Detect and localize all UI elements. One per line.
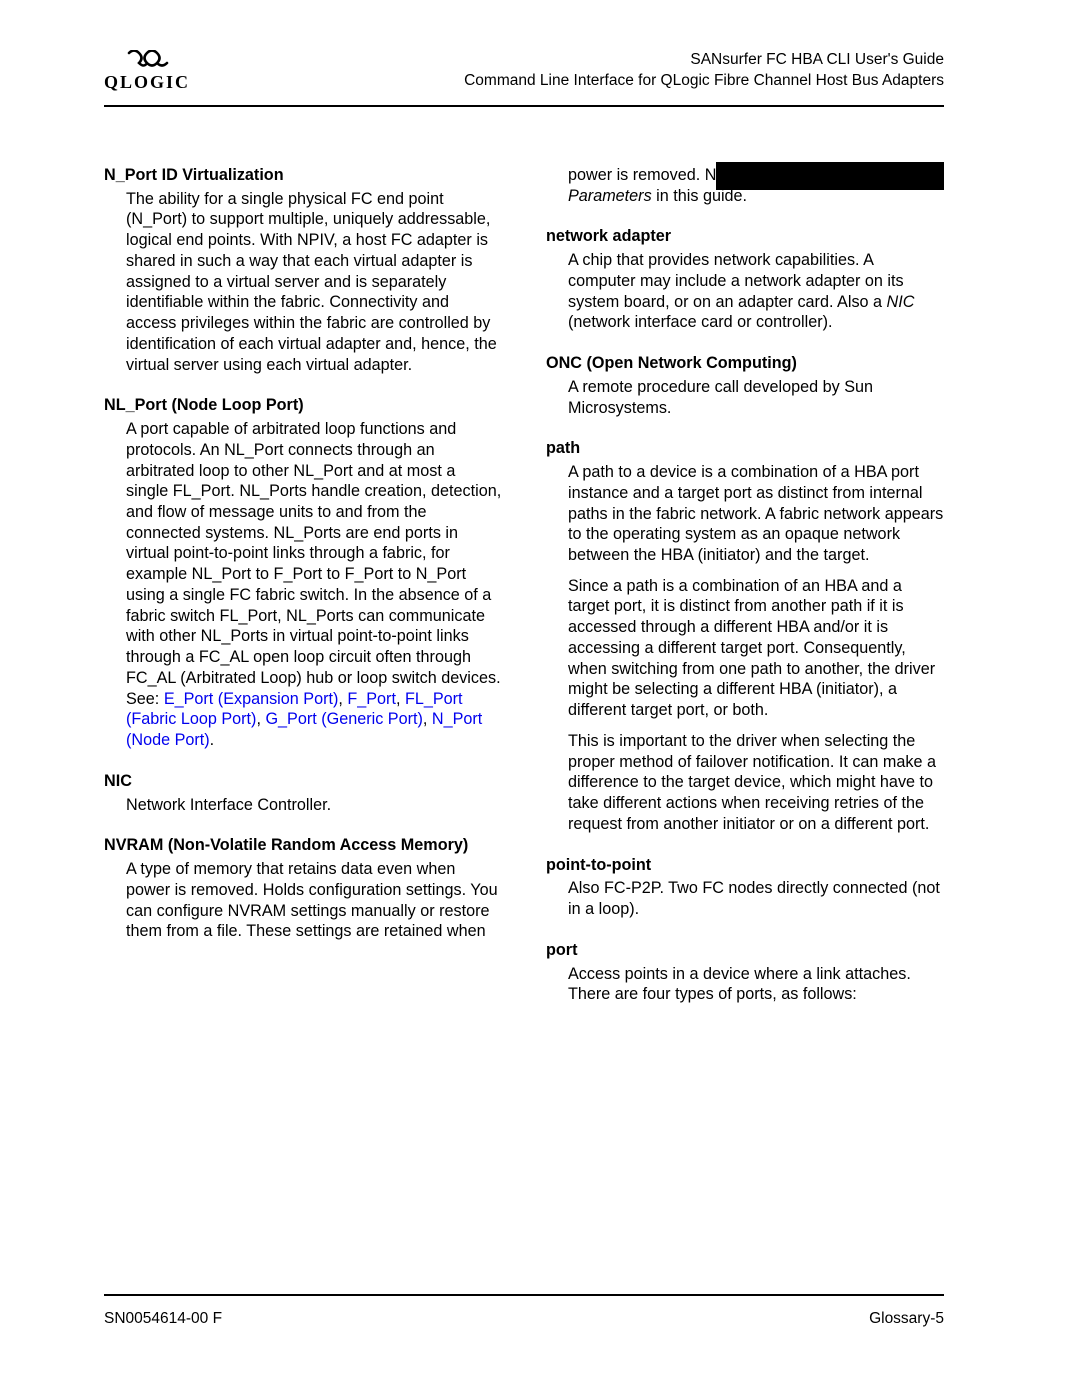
- def-nlport: A port capable of arbitrated loop functi…: [126, 419, 502, 751]
- def-nic: Network Interface Controller.: [126, 795, 502, 816]
- def-ptp: Also FC-P2P. Two FC nodes directly conne…: [568, 878, 944, 919]
- term-npiv: N_Port ID Virtualization: [104, 165, 502, 186]
- netadapter-run1: A chip that provides network capabilitie…: [568, 251, 904, 310]
- def-onc: A remote procedure call developed by Sun…: [568, 377, 944, 418]
- section-tab: [716, 162, 944, 190]
- def-nvram-text: A type of memory that retains data even …: [126, 859, 502, 942]
- doc-title: SANsurfer FC HBA CLI User's Guide: [464, 50, 944, 71]
- def-path: A path to a device is a combination of a…: [568, 462, 944, 834]
- glossary-columns: N_Port ID Virtualization The ability for…: [104, 165, 944, 1005]
- term-path: path: [546, 438, 944, 459]
- brand-name: QLOGIC: [104, 72, 190, 93]
- footer-page-number: Glossary-5: [869, 1310, 944, 1328]
- netadapter-run2: (network interface card or controller).: [568, 313, 833, 331]
- sep2: ,: [396, 690, 405, 708]
- page-header: QLOGIC SANsurfer FC HBA CLI User's Guide…: [104, 50, 944, 107]
- def-nlport-run: A port capable of arbitrated loop functi…: [126, 420, 501, 708]
- term-nlport: NL_Port (Node Loop Port): [104, 395, 502, 416]
- qlogic-mark-icon: [120, 50, 174, 72]
- netadapter-ital: NIC: [887, 293, 915, 311]
- term-onc: ONC (Open Network Computing): [546, 353, 944, 374]
- def-port-text: Access points in a device where a link a…: [568, 964, 944, 1005]
- page: QLOGIC SANsurfer FC HBA CLI User's Guide…: [104, 50, 944, 1005]
- def-onc-text: A remote procedure call developed by Sun…: [568, 377, 944, 418]
- def-nlport-text: A port capable of arbitrated loop functi…: [126, 419, 502, 751]
- term-nvram: NVRAM (Non-Volatile Random Access Memory…: [104, 835, 502, 856]
- column-right: power is removed. NVRAM settings are cal…: [546, 165, 944, 1005]
- brand-logo: QLOGIC: [104, 50, 190, 93]
- def-ptp-text: Also FC-P2P. Two FC nodes directly conne…: [568, 878, 944, 919]
- def-path-p2: Since a path is a combination of an HBA …: [568, 576, 944, 721]
- link-fport[interactable]: F_Port: [347, 690, 396, 708]
- term-nic: NIC: [104, 771, 502, 792]
- def-nic-text: Network Interface Controller.: [126, 795, 502, 816]
- def-nvram: A type of memory that retains data even …: [126, 859, 502, 942]
- def-network-adapter: A chip that provides network capabilitie…: [568, 250, 944, 333]
- doc-title-block: SANsurfer FC HBA CLI User's Guide Comman…: [464, 50, 944, 92]
- sep1: ,: [338, 690, 347, 708]
- def-path-p1: A path to a device is a combination of a…: [568, 462, 944, 566]
- sep4: ,: [423, 710, 432, 728]
- def-port: Access points in a device where a link a…: [568, 964, 944, 1005]
- nlport-end: .: [210, 731, 215, 749]
- page-footer: SN0054614-00 F Glossary-5: [104, 1294, 944, 1328]
- def-path-p3: This is important to the driver when sel…: [568, 731, 944, 835]
- footer-doc-number: SN0054614-00 F: [104, 1310, 222, 1328]
- def-npiv: The ability for a single physical FC end…: [126, 189, 502, 376]
- term-network-adapter: network adapter: [546, 226, 944, 247]
- link-gport[interactable]: G_Port (Generic Port): [265, 710, 422, 728]
- term-port: port: [546, 940, 944, 961]
- term-ptp: point-to-point: [546, 855, 944, 876]
- def-network-adapter-text: A chip that provides network capabilitie…: [568, 250, 944, 333]
- column-left: N_Port ID Virtualization The ability for…: [104, 165, 502, 1005]
- link-eport[interactable]: E_Port (Expansion Port): [164, 690, 339, 708]
- def-npiv-text: The ability for a single physical FC end…: [126, 189, 502, 376]
- doc-subtitle: Command Line Interface for QLogic Fibre …: [464, 71, 944, 92]
